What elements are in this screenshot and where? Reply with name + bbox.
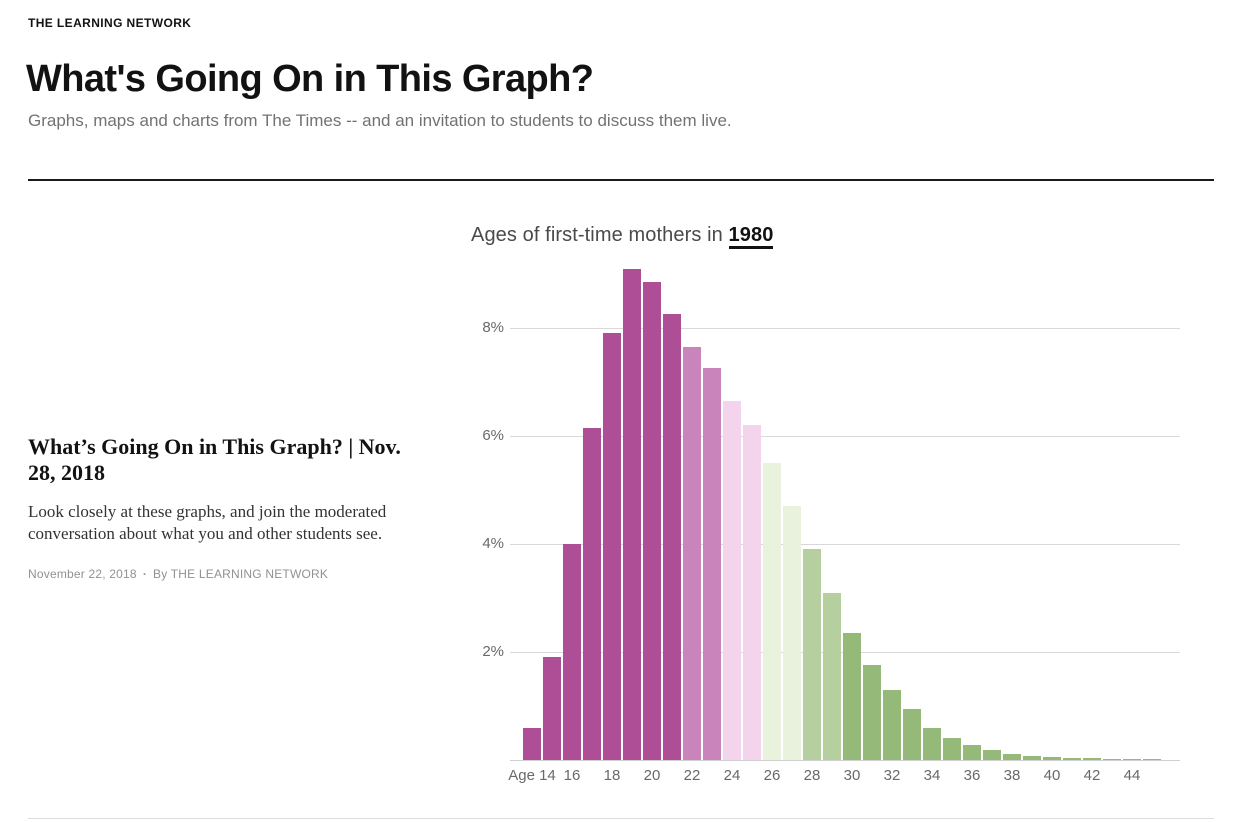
- bar-age-16: [563, 544, 581, 760]
- bar-age-33: [903, 709, 921, 760]
- meta-separator: ·: [142, 567, 148, 581]
- x-axis-tick-label-42: 42: [1083, 767, 1101, 784]
- x-axis-tick-label-40: 40: [1043, 767, 1061, 784]
- article-byline: By THE LEARNING NETWORK: [153, 567, 329, 581]
- x-axis-tick-label-22: 22: [683, 767, 701, 784]
- x-axis-tick-label-32: 32: [883, 767, 901, 784]
- bar-age-42: [1083, 758, 1101, 760]
- page-subtitle: Graphs, maps and charts from The Times -…: [28, 111, 732, 130]
- x-axis-tick-label-14: Age 14: [508, 767, 556, 784]
- bar-age-23: [703, 368, 721, 760]
- gridline-6%: [510, 436, 1180, 437]
- gridline-4%: [510, 544, 1180, 545]
- x-axis-tick-label-38: 38: [1003, 767, 1021, 784]
- chart-year-toggle[interactable]: 1980: [728, 224, 774, 249]
- bar-age-36: [963, 745, 981, 760]
- chart-title: Ages of first-time mothers in 1980: [471, 224, 774, 249]
- x-axis-tick-label-28: 28: [803, 767, 821, 784]
- bar-age-41: [1063, 758, 1081, 760]
- chart-title-prefix: Ages of first-time mothers in: [471, 224, 729, 246]
- bar-age-17: [583, 428, 601, 760]
- bar-age-21: [663, 314, 681, 760]
- article-teaser: What’s Going On in This Graph? | Nov. 28…: [28, 434, 423, 581]
- bar-age-30: [843, 633, 861, 760]
- bar-age-25: [743, 425, 761, 760]
- bar-age-22: [683, 347, 701, 760]
- x-axis-tick-label-18: 18: [603, 767, 621, 784]
- header-divider: [28, 179, 1214, 181]
- x-axis-tick-label-20: 20: [643, 767, 661, 784]
- x-axis-tick-label-16: 16: [563, 767, 581, 784]
- y-axis-tick-label: 2%: [482, 643, 504, 660]
- bar-age-20: [643, 282, 661, 760]
- page-title: What's Going On in This Graph?: [26, 58, 594, 100]
- article-summary: Look closely at these graphs, and join t…: [28, 502, 387, 544]
- bar-age-39: [1023, 756, 1041, 760]
- bar-age-27: [783, 506, 801, 760]
- article-date: November 22, 2018: [28, 567, 137, 581]
- bar-age-15: [543, 657, 561, 760]
- bar-age-31: [863, 665, 881, 760]
- x-axis-tick-label-24: 24: [723, 767, 741, 784]
- y-axis-tick-label: 4%: [482, 535, 504, 552]
- bar-age-29: [823, 593, 841, 760]
- bar-age-18: [603, 333, 621, 760]
- x-axis-line: [510, 760, 1180, 761]
- section-kicker[interactable]: THE LEARNING NETWORK: [28, 16, 192, 30]
- x-axis-tick-label-26: 26: [763, 767, 781, 784]
- bar-age-34: [923, 728, 941, 760]
- bar-age-43: [1103, 759, 1121, 760]
- x-axis-tick-label-30: 30: [843, 767, 861, 784]
- x-axis-tick-label-36: 36: [963, 767, 981, 784]
- bar-age-40: [1043, 757, 1061, 760]
- bar-age-37: [983, 750, 1001, 760]
- bar-age-24: [723, 401, 741, 760]
- bar-age-19: [623, 269, 641, 760]
- footer-divider: [28, 818, 1214, 819]
- article-headline-link[interactable]: What’s Going On in This Graph? | Nov. 28…: [28, 434, 401, 485]
- bar-age-28: [803, 549, 821, 760]
- bar-age-26: [763, 463, 781, 760]
- bar-age-14: [523, 728, 541, 760]
- bar-age-44: [1123, 759, 1141, 760]
- bar-age-32: [883, 690, 901, 760]
- bar-age-38: [1003, 754, 1021, 760]
- article-meta: November 22, 2018 · By THE LEARNING NETWOR…: [28, 567, 423, 581]
- bar-age-35: [943, 738, 961, 760]
- gridline-8%: [510, 328, 1180, 329]
- bar-age-45: [1143, 759, 1161, 760]
- x-axis-tick-label-34: 34: [923, 767, 941, 784]
- y-axis-tick-label: 8%: [482, 319, 504, 336]
- x-axis-tick-label-44: 44: [1123, 767, 1141, 784]
- y-axis-tick-label: 6%: [482, 427, 504, 444]
